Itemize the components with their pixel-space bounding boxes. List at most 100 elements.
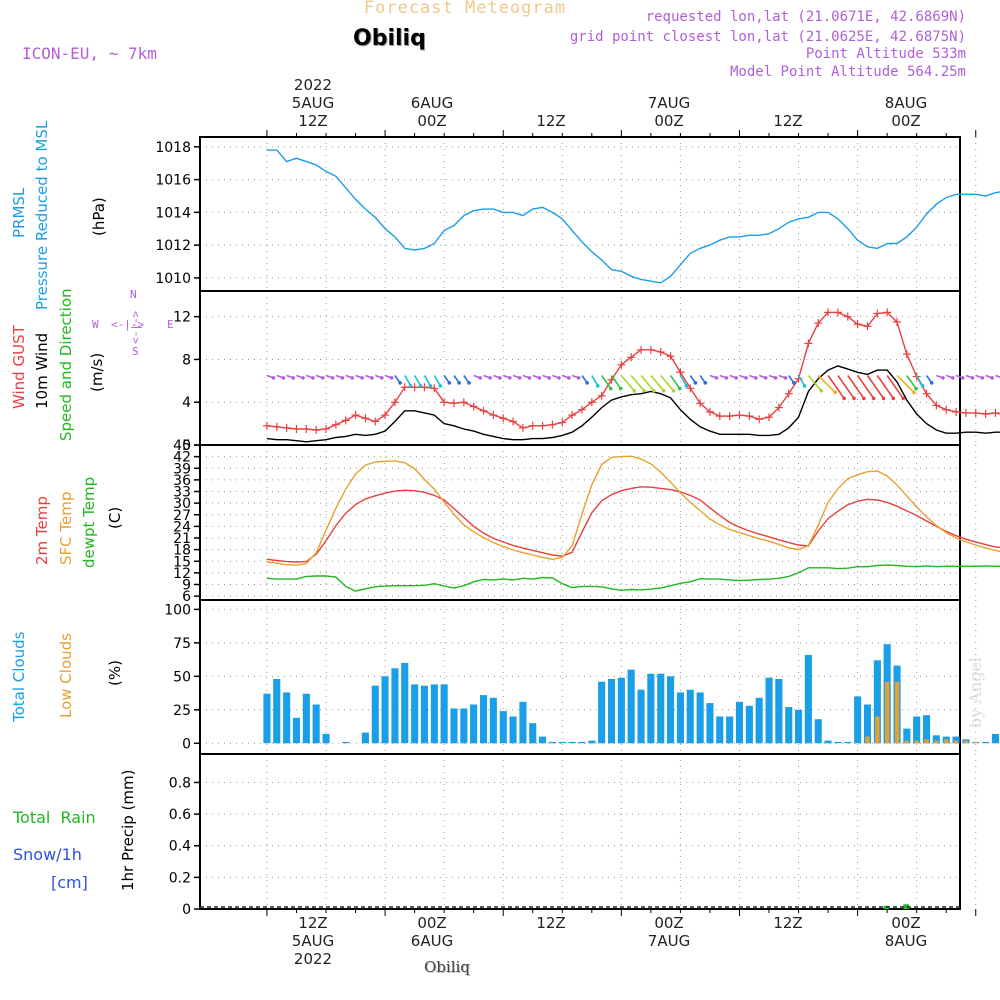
gust-marker-7 (331, 420, 340, 429)
wind-barb-head-40 (671, 389, 676, 393)
compass-north: N (130, 288, 137, 301)
gust-marker-53 (784, 389, 793, 398)
wind-barb-head-30 (567, 376, 571, 380)
line-10m-wind (266, 365, 1000, 443)
bar-clouds-1-68 (934, 740, 939, 744)
wind-barb-head-44 (703, 381, 708, 385)
bar-clouds-1-63 (885, 681, 890, 744)
ytick-label-precipitation-3: 0.6 (169, 807, 191, 823)
bar-clouds-0-49 (745, 705, 753, 744)
wind-barb-head-33 (596, 384, 600, 388)
ytick-label-wind-2: 8 (182, 352, 191, 368)
wind-barb-64 (896, 374, 915, 394)
bar-clouds-0-31 (568, 741, 576, 744)
bar-clouds-0-42 (676, 692, 684, 744)
cloud-unit-label: (%) (106, 660, 124, 686)
gust-marker-63 (883, 308, 892, 317)
wind-barb-head-57 (842, 396, 846, 401)
gust-marker-15 (410, 383, 419, 392)
gust-marker-44 (696, 399, 705, 408)
wind-barb-59 (847, 375, 865, 399)
total-clouds-label: Total Clouds (10, 631, 28, 722)
bar-clouds-0-30 (558, 741, 566, 744)
gust-marker-62 (873, 309, 882, 318)
gust-marker-29 (548, 420, 557, 429)
gust-marker-39 (646, 345, 655, 354)
compass-south: S (132, 345, 139, 358)
gust-marker-38 (637, 345, 646, 354)
compass-east: E (167, 318, 174, 331)
ytick-label-wind-1: 4 (182, 395, 191, 411)
bar-clouds-0-68 (932, 735, 940, 744)
bottom-time-label-5: 12Z (773, 914, 803, 932)
wind-barb-62 (876, 375, 895, 399)
gust-marker-16 (420, 383, 429, 392)
wind-barb-head-7 (340, 376, 345, 380)
bar-clouds-0-23 (489, 697, 497, 744)
gust-marker-11 (371, 417, 380, 426)
wind-barb-head-25 (517, 376, 522, 380)
gust-marker-23 (489, 411, 498, 420)
bar-clouds-0-36 (617, 677, 625, 744)
gust-marker-57 (824, 308, 833, 317)
bar-clouds-0-53 (785, 707, 793, 744)
gust-marker-37 (627, 353, 636, 362)
gust-marker-46 (715, 412, 724, 421)
gust-marker-18 (440, 398, 449, 407)
bar-clouds-0-21 (470, 704, 478, 744)
wind-barb-42 (679, 375, 688, 387)
wind-barb-head-67 (929, 381, 934, 385)
gust-marker-36 (617, 360, 626, 369)
wind-barb-head-4 (311, 376, 315, 380)
gust-marker-73 (981, 409, 990, 418)
total-rain-label: Total Rain (13, 808, 96, 827)
bar-clouds-0-44 (696, 692, 704, 744)
bar-clouds-0-66 (913, 716, 921, 744)
wind-gust-label: Wind GUST (10, 325, 28, 409)
wind-barb-58 (837, 375, 855, 399)
wind-barb-head-26 (527, 376, 532, 380)
gust-marker-71 (961, 408, 970, 417)
wind-barb-37 (630, 374, 645, 392)
top-time-label-2: 6AUG 00Z (410, 94, 454, 130)
ytick-label-wind-0: 0 (182, 438, 191, 454)
ytick-label-precipitation-4: 0.8 (169, 775, 191, 791)
gust-marker-17 (430, 384, 439, 393)
bar-clouds-0-5 (312, 704, 320, 744)
bar-clouds-0-37 (627, 669, 635, 744)
bar-clouds-0-26 (519, 701, 527, 744)
pressure-unit-label: (hPa) (90, 197, 108, 236)
ytick-label-temperature-0: 6 (182, 589, 191, 605)
gust-marker-51 (765, 413, 774, 422)
ytick-label-clouds-1: 25 (173, 703, 191, 719)
bar-clouds-0-38 (637, 689, 645, 744)
bar-clouds-0-65 (903, 728, 911, 744)
gust-marker-40 (656, 347, 665, 356)
gust-marker-6 (322, 424, 331, 433)
wind-barb-head-2 (291, 376, 296, 380)
dewpoint-label: dewpt Temp (80, 476, 98, 568)
ytick-label-temperature-11: 39 (173, 461, 191, 477)
top-time-label-6: 8AUG 00Z (884, 94, 928, 130)
wind-barb-head-39 (661, 389, 666, 393)
bar-clouds-0-20 (460, 708, 468, 744)
wind-barb-head-3 (301, 376, 305, 380)
bar-clouds-1-61 (865, 736, 870, 744)
wind-barb-head-66 (920, 384, 925, 388)
bar-clouds-0-40 (657, 673, 665, 744)
wind-barb-head-70 (960, 376, 965, 380)
wind-barb-head-64 (912, 390, 916, 395)
temp-sfc-label: SFC Temp (57, 491, 75, 565)
ytick-label-wind-3: 12 (173, 310, 191, 326)
wind-barb-17 (433, 375, 441, 387)
line-sfc-temp (266, 455, 1000, 566)
wind-barb-head-65 (914, 386, 918, 391)
gust-marker-68 (932, 401, 941, 410)
wind-barb-40 (660, 374, 675, 392)
bar-clouds-0-59 (844, 741, 852, 744)
wind-barb-41 (669, 375, 681, 390)
bar-clouds-1-70 (953, 740, 959, 744)
top-time-label-4: 7AUG 00Z (647, 94, 691, 130)
ytick-label-temperature-10: 36 (173, 473, 191, 489)
